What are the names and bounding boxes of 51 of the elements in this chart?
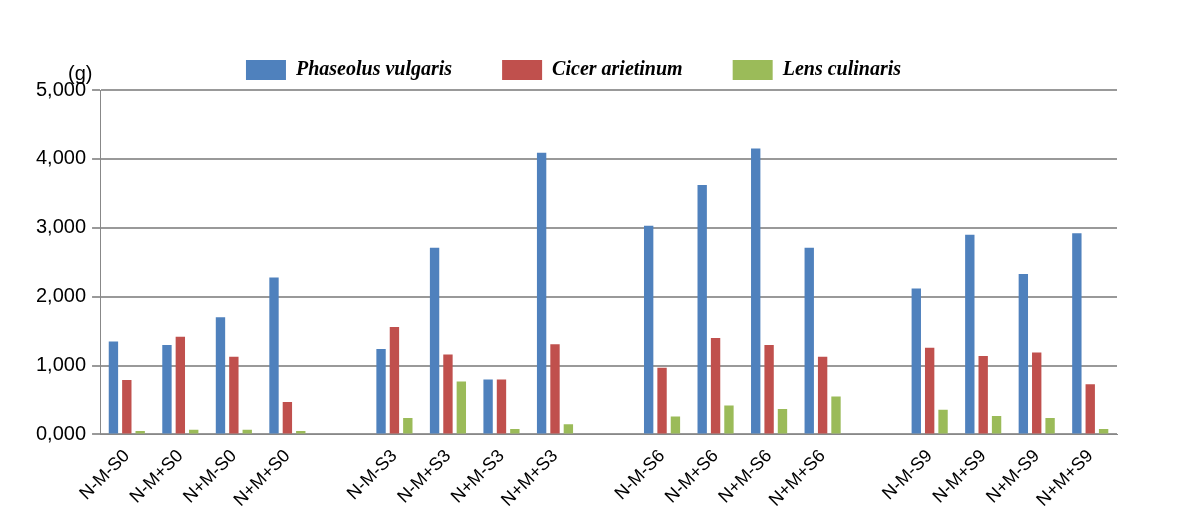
bar [269, 277, 279, 434]
legend-label: Cicer arietinum [552, 57, 683, 80]
bar [938, 409, 948, 434]
bar [282, 402, 293, 434]
bar [536, 152, 547, 434]
bar [389, 327, 400, 434]
bar [817, 356, 828, 434]
bar [563, 424, 574, 434]
bar [991, 415, 1002, 434]
bar [751, 148, 761, 434]
bar [764, 344, 774, 434]
bar [403, 417, 413, 434]
y-tick-label: 4,000 [35, 146, 87, 169]
bar [229, 356, 239, 434]
bar [724, 405, 734, 434]
bar [456, 381, 467, 434]
bar [443, 354, 453, 434]
bar [1018, 273, 1029, 434]
bar [510, 428, 520, 434]
legend-label: Phaseolus vulgaris [294, 57, 453, 81]
bar [483, 379, 493, 434]
bar [429, 247, 440, 434]
bar [162, 344, 172, 434]
bar [777, 409, 788, 434]
bar [978, 355, 988, 434]
bar [657, 367, 667, 434]
bar [1085, 384, 1095, 434]
bar [697, 185, 707, 434]
bar [804, 247, 814, 434]
bar [924, 347, 935, 434]
bar [122, 380, 132, 434]
bar [550, 344, 560, 434]
bar [710, 338, 721, 434]
bar [376, 349, 386, 434]
bar [175, 336, 186, 434]
y-tick-label: 1,000 [35, 353, 87, 376]
bar [1032, 352, 1042, 434]
y-tick-label: 2,000 [35, 284, 87, 307]
y-tick-label: 3,000 [35, 215, 87, 238]
y-tick-label: 0,000 [35, 422, 87, 445]
bar [965, 234, 975, 434]
bar [1045, 417, 1055, 434]
bar [215, 317, 226, 434]
bar [1072, 233, 1082, 434]
bar [496, 379, 507, 434]
bar [643, 225, 654, 434]
bar [670, 416, 681, 434]
bar [911, 288, 921, 434]
bar [831, 396, 841, 434]
legend-label: Lens culinaris [781, 57, 902, 80]
bar [108, 341, 119, 434]
